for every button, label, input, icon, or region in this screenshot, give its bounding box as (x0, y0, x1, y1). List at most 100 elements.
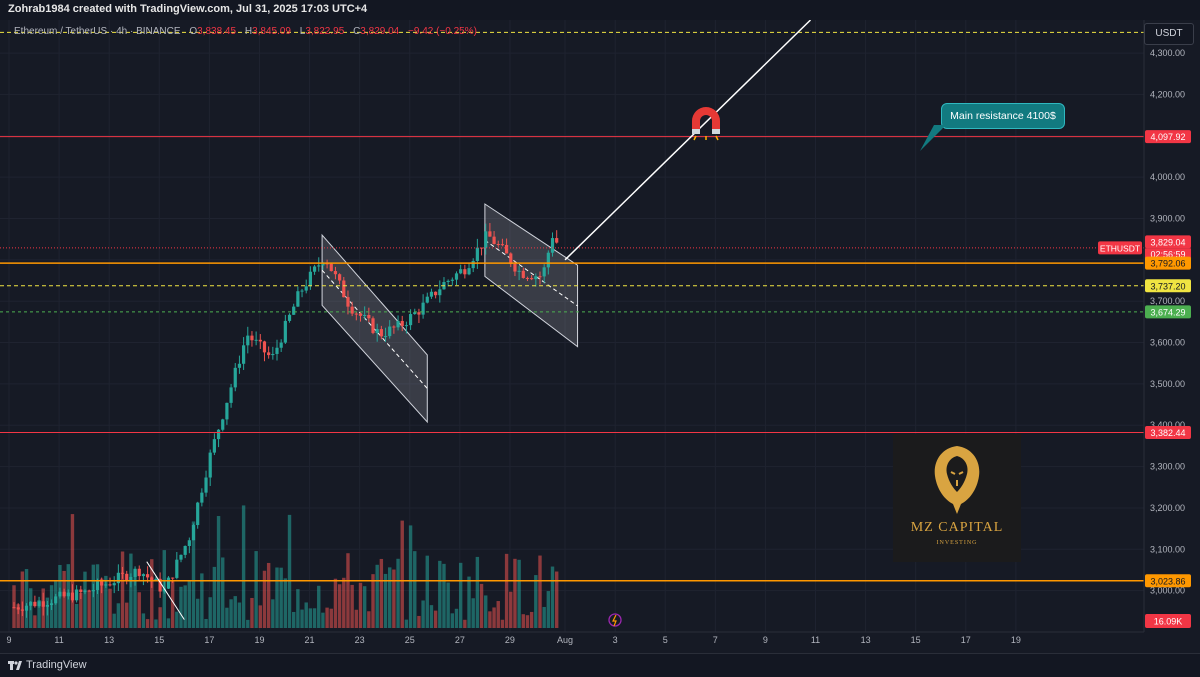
candle-body (24, 605, 29, 611)
volume-bar (529, 611, 534, 628)
volume-value: 16.09K (1154, 617, 1183, 627)
candle-body (312, 266, 317, 272)
candle-body (179, 554, 183, 560)
volume-bar (346, 553, 350, 628)
volume-bar (421, 600, 425, 628)
candle-body (166, 577, 171, 589)
volume-bar (417, 615, 421, 628)
candle-body (354, 313, 358, 315)
volume-bar (354, 609, 359, 628)
volume-bar (275, 567, 279, 628)
candle-body (388, 326, 392, 337)
level-value: 3,829.04 (1150, 237, 1185, 247)
y-tick-label: 4,000.00 (1150, 172, 1185, 182)
volume-bar (79, 592, 83, 628)
lightning-icon[interactable] (608, 613, 622, 627)
volume-bar (250, 597, 254, 628)
footer-brand[interactable]: TradingView (26, 659, 87, 671)
volume-bar (513, 558, 517, 628)
candle-body (484, 231, 488, 248)
candle-body (513, 264, 517, 272)
level-tag (1145, 256, 1191, 270)
tradingview-logo-icon[interactable] (8, 658, 22, 672)
magnet-icon (688, 103, 724, 146)
level-value: 3,674.29 (1150, 307, 1185, 317)
candle-body (208, 452, 212, 478)
candle-body (408, 314, 413, 326)
volume-bar (287, 514, 292, 628)
candle-body (37, 601, 41, 607)
candle-body (488, 231, 492, 237)
volume-bar (229, 599, 233, 628)
projection-line (146, 19, 812, 620)
volume-bar (195, 598, 200, 628)
level-value: 3,023.86 (1150, 576, 1185, 586)
candle-body (417, 312, 421, 315)
x-tick-label: 19 (254, 635, 264, 645)
volume-bar (141, 613, 146, 628)
volume-bar (379, 558, 384, 628)
candle-body (254, 339, 258, 341)
candle-body (317, 265, 321, 267)
symbol-title[interactable]: Ethereum / TetherUS · 4h · BINANCE (14, 26, 181, 37)
volume-bar (179, 586, 183, 628)
resistance-callout: Main resistance 4100$ (941, 103, 1065, 129)
candle-body (246, 335, 250, 346)
candle-body (233, 367, 237, 388)
volume-bar (425, 555, 429, 628)
volume-bar (433, 610, 438, 628)
horizontal-levels (0, 31, 1144, 582)
candle-body (329, 263, 333, 272)
volume-bar (262, 570, 267, 628)
volume-bar (129, 553, 133, 628)
volume-bar (20, 571, 25, 628)
candle-body (271, 353, 275, 356)
candle-body (429, 291, 434, 297)
x-tick-label: 7 (713, 635, 718, 645)
y-tick-label: 3,500.00 (1150, 379, 1185, 389)
candle-body (530, 278, 534, 280)
channel-midline (484, 239, 578, 307)
volume-bar (463, 619, 467, 628)
candle-body (129, 576, 133, 582)
volume-bar (24, 569, 29, 628)
x-tick-label: 11 (54, 635, 63, 645)
candle-body (292, 306, 296, 315)
candle-body (133, 568, 137, 577)
currency-button[interactable]: USDT (1144, 23, 1194, 45)
price-labels: 4,097.92 3,829.04 02:56:59 ETHUSDT 3,792.06 3… (1098, 130, 1191, 628)
x-tick-label: 17 (961, 635, 971, 645)
candle-body (75, 589, 79, 601)
channel (321, 233, 428, 424)
level-tag (1145, 574, 1191, 588)
close-value: 3,829.04 (360, 26, 400, 37)
candle-body (375, 329, 379, 333)
candle-body (87, 590, 91, 592)
candle-body (183, 545, 187, 555)
candle-body (91, 590, 95, 592)
symbol-tag-text: ETHUSDT (1100, 243, 1140, 253)
candle-body (187, 540, 191, 546)
volume-bar (333, 578, 338, 628)
candle-body (204, 477, 208, 493)
candle-body (158, 578, 162, 592)
x-tick-label: 21 (305, 635, 315, 645)
volume-bar (187, 580, 192, 628)
candle-body (175, 559, 179, 578)
x-tick-label: 13 (861, 635, 871, 645)
candle-body (66, 592, 70, 597)
candle-body (492, 236, 496, 245)
volume-bar (413, 551, 417, 628)
volume-bar (479, 583, 484, 628)
candle-body (379, 329, 383, 337)
candle-body (41, 601, 45, 607)
countdown-value: 02:56:59 (1150, 249, 1185, 259)
candle-body (262, 341, 267, 353)
candle-body (229, 387, 233, 403)
volume-bar (396, 558, 400, 628)
volume-bar (367, 611, 371, 628)
projection-line-segment (564, 19, 812, 261)
candle-body (308, 271, 312, 287)
volume-bar (33, 615, 37, 628)
